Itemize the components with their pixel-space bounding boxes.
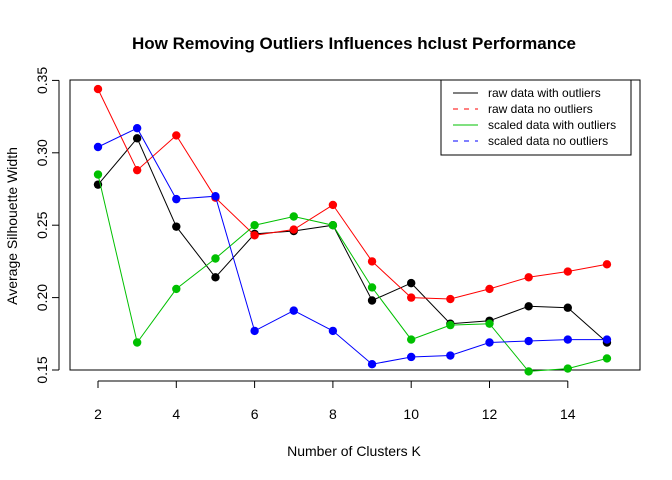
data-point <box>172 131 181 140</box>
data-point <box>172 194 181 204</box>
data-point <box>407 335 416 344</box>
series-line <box>97 137 608 343</box>
series-scaled-data-with-outliers <box>93 170 612 376</box>
data-point <box>446 351 455 360</box>
data-point <box>289 225 298 234</box>
x-tick-label: 10 <box>403 406 419 422</box>
data-point <box>93 142 103 152</box>
data-point <box>250 231 259 240</box>
data-point <box>211 273 220 282</box>
x-tick-label: 8 <box>329 406 337 422</box>
legend-label: scaled data no outliers <box>488 134 608 148</box>
data-point <box>563 364 572 373</box>
y-tick-label: 0.35 <box>34 67 50 94</box>
data-point <box>485 338 494 347</box>
data-point <box>132 123 142 133</box>
data-point <box>93 84 103 94</box>
data-point <box>132 165 142 175</box>
data-point <box>172 284 181 294</box>
series-raw-data-with-outliers <box>93 134 612 347</box>
legend-label: raw data no outliers <box>488 102 593 116</box>
data-point <box>485 319 494 328</box>
legend: raw data with outliers raw data no outlie… <box>440 79 632 156</box>
data-point <box>446 320 455 330</box>
data-point <box>367 296 377 305</box>
series-line <box>97 88 608 300</box>
data-point <box>289 306 298 315</box>
data-point <box>407 352 416 362</box>
data-point <box>250 221 259 230</box>
data-point <box>602 260 612 269</box>
series-raw-data-no-outliers <box>93 84 612 304</box>
data-point <box>367 360 377 369</box>
y-tick-label: 0.15 <box>34 356 50 383</box>
data-point <box>93 170 103 179</box>
x-axis-label: Number of Clusters K <box>287 443 421 459</box>
data-point <box>446 294 455 304</box>
legend-label: raw data with outliers <box>488 86 601 100</box>
data-point <box>211 192 220 201</box>
data-point <box>407 278 416 288</box>
y-tick-label: 0.25 <box>34 211 50 238</box>
series-scaled-data-no-outliers <box>93 123 612 369</box>
y-axis-label: Average Silhouette Width <box>4 147 20 305</box>
y-tick-label: 0.20 <box>34 284 50 311</box>
data-point <box>524 336 533 346</box>
data-point <box>602 354 612 363</box>
data-point <box>367 257 377 266</box>
legend-label: scaled data with outliers <box>488 118 616 132</box>
series-line <box>97 174 608 372</box>
data-point <box>328 200 338 210</box>
x-tick-label: 2 <box>94 406 102 422</box>
data-point <box>524 302 533 311</box>
data-point <box>211 254 220 263</box>
plot-frame <box>69 79 641 371</box>
chart-title: How Removing Outliers Influences hclust … <box>132 34 576 53</box>
series-line <box>97 127 607 365</box>
data-point <box>289 212 298 221</box>
data-point <box>132 338 142 347</box>
data-point <box>524 273 533 282</box>
data-point <box>172 222 181 231</box>
data-point <box>485 284 494 294</box>
data-point <box>328 221 338 230</box>
data-point <box>563 335 572 344</box>
data-point <box>328 326 338 336</box>
data-point <box>132 134 142 143</box>
x-tick-label: 12 <box>482 406 498 422</box>
y-tick-label: 0.30 <box>34 139 50 166</box>
data-point <box>250 326 259 336</box>
data-point <box>563 303 572 312</box>
x-tick-label: 6 <box>251 406 259 422</box>
x-tick-label: 14 <box>560 406 576 422</box>
data-point <box>367 283 377 292</box>
data-point <box>524 367 533 376</box>
series-layer <box>93 84 612 376</box>
data-point <box>407 293 416 302</box>
data-point <box>602 335 612 344</box>
x-tick-label: 4 <box>172 406 180 422</box>
axes: 2 4 6 8 10 12 14 0.15 0.20 0.25 0.30 0.35 <box>34 67 641 422</box>
data-point <box>563 267 572 276</box>
